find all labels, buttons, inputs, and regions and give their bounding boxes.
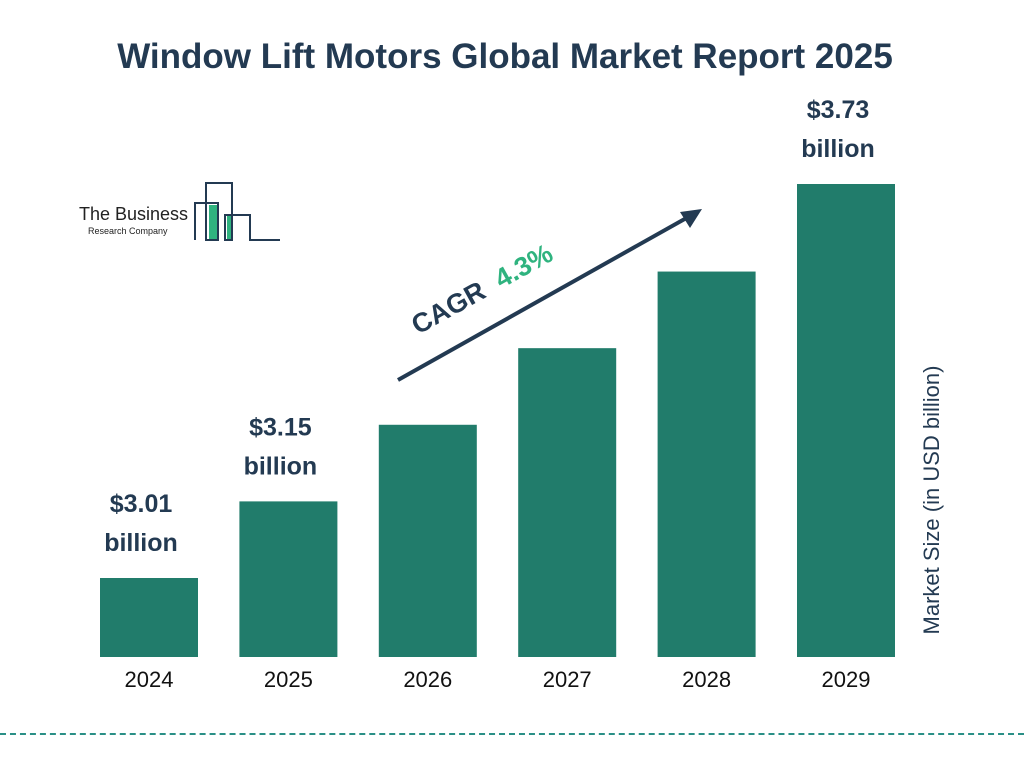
logo-subtext: Research Company — [88, 226, 168, 236]
data-label: $3.15 billion — [244, 413, 318, 480]
cagr-value: 4.3% — [489, 238, 557, 294]
x-tick-label: 2026 — [403, 667, 452, 692]
cagr-arrow-line — [397, 214, 691, 382]
cagr-arrow-head-icon — [680, 209, 702, 228]
bar-2024 — [100, 578, 198, 657]
bar-2027 — [518, 348, 617, 657]
bar-2028 — [657, 271, 756, 657]
chart-title: Window Lift Motors Global Market Report … — [117, 37, 893, 76]
data-label: $3.73 billion — [801, 96, 875, 163]
logo-text: The Business — [79, 204, 189, 224]
bar-2029 — [797, 184, 895, 657]
x-tick-label: 2027 — [543, 667, 592, 692]
cagr-label: CAGR — [406, 275, 490, 340]
data-label: $3.01 billion — [104, 490, 178, 557]
x-tick-label: 2025 — [264, 667, 313, 692]
x-tick-label: 2029 — [822, 667, 871, 692]
bar-2026 — [378, 424, 477, 657]
x-tick-label: 2024 — [125, 667, 174, 692]
svg-text:CAGR 4.3%: CAGR 4.3% — [406, 238, 557, 340]
x-tick-label: 2028 — [682, 667, 731, 692]
logo-buildings-icon — [194, 182, 280, 241]
y-axis-label: Market Size (in USD billion) — [919, 365, 944, 635]
bar-2025 — [239, 501, 338, 657]
divider-line — [0, 733, 1024, 735]
